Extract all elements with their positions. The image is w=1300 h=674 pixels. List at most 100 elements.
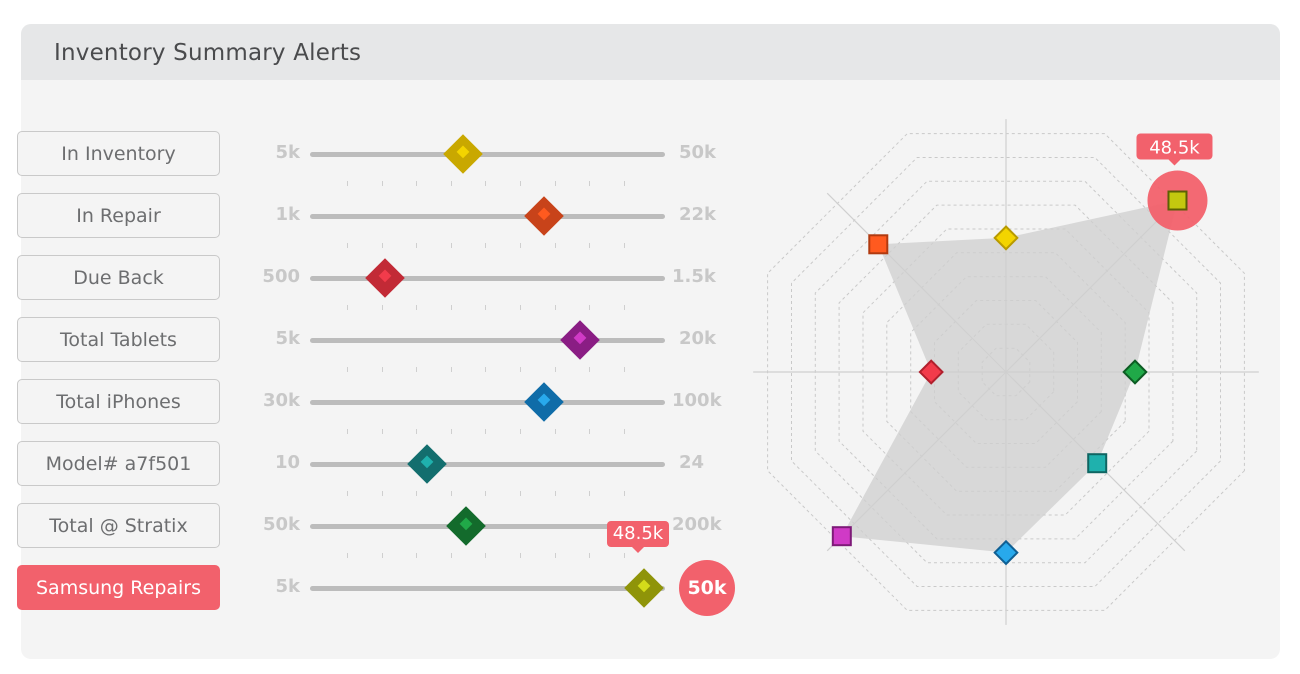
slider-tick — [520, 491, 521, 496]
slider-min-total-tablets: 5k — [275, 328, 301, 349]
slider-max-total-tablets: 20k — [679, 328, 717, 349]
slider-max-in-inventory: 50k — [679, 142, 717, 163]
slider-tick — [554, 367, 556, 372]
slider-track-total-iphones[interactable] — [310, 400, 665, 405]
radar-ring — [814, 180, 1198, 564]
slider-value-tooltip: 48.5k — [606, 521, 670, 553]
label-samsung-repairs[interactable]: Samsung Repairs — [17, 565, 220, 610]
slider-max-due-back: 1.5k — [672, 266, 716, 287]
slider-tick — [589, 305, 591, 310]
label-total-stratix[interactable]: Total @ Stratix — [17, 503, 220, 548]
slider-tick — [520, 181, 521, 186]
slider-tick — [623, 553, 625, 558]
slider-tick — [485, 429, 487, 434]
slider-tick — [589, 553, 591, 558]
slider-tick — [589, 367, 591, 372]
radar-point-total-tablets[interactable] — [831, 526, 852, 547]
slider-tick — [347, 181, 348, 186]
slider-tick — [554, 243, 556, 248]
slider-tick — [347, 243, 348, 248]
slider-tick — [485, 181, 487, 186]
radar-point-samsung-repairs[interactable] — [1167, 190, 1188, 211]
slider-track-model-a7f501[interactable] — [310, 462, 665, 467]
slider-tick — [589, 181, 591, 186]
slider-max-total-stratix: 200k — [672, 514, 722, 535]
label-due-back[interactable]: Due Back — [17, 255, 220, 300]
slider-max-total-iphones: 100k — [672, 390, 722, 411]
slider-min-total-stratix: 50k — [262, 514, 300, 535]
slider-tick — [416, 491, 418, 496]
slider-min-in-repair: 1k — [275, 204, 301, 225]
slider-min-samsung-repairs: 5k — [275, 576, 301, 597]
radar-ring — [838, 204, 1174, 540]
slider-track-due-back[interactable] — [310, 276, 665, 281]
slider-tick — [416, 367, 418, 372]
slider-tick — [381, 491, 383, 496]
slider-min-in-inventory: 5k — [275, 142, 301, 163]
slider-tick — [520, 429, 521, 434]
slider-track-in-repair[interactable] — [310, 214, 665, 219]
slider-tick — [623, 181, 625, 186]
slider-tick — [450, 305, 452, 310]
slider-tick — [381, 305, 383, 310]
slider-max-model-a7f501: 24 — [679, 452, 705, 473]
slider-tick — [381, 243, 383, 248]
slider-tick — [416, 305, 418, 310]
slider-min-total-iphones: 30k — [262, 390, 300, 411]
slider-tick — [416, 553, 418, 558]
slider-tick — [623, 243, 625, 248]
slider-tick — [347, 429, 348, 434]
slider-tick — [554, 553, 556, 558]
slider-tick — [450, 181, 452, 186]
label-model-a7f501[interactable]: Model# a7f501 — [17, 441, 220, 486]
slider-tick — [416, 181, 418, 186]
slider-min-model-a7f501: 10 — [274, 452, 300, 473]
radar-point-total-stratix[interactable] — [1122, 359, 1148, 385]
label-total-tablets[interactable]: Total Tablets — [17, 317, 220, 362]
slider-tick — [623, 491, 625, 496]
slider-tick — [589, 429, 591, 434]
radar-ring — [767, 133, 1245, 611]
slider-track-total-stratix[interactable] — [310, 524, 665, 529]
slider-tick — [485, 553, 487, 558]
slider-min-due-back: 500 — [262, 266, 300, 287]
label-in-repair[interactable]: In Repair — [17, 193, 220, 238]
slider-tick — [416, 243, 418, 248]
slider-tick — [554, 491, 556, 496]
radar-point-total-iphones[interactable] — [993, 539, 1019, 566]
slider-max-badge: 50k — [679, 560, 735, 616]
slider-tick — [485, 491, 487, 496]
radar-point-model-a7f501[interactable] — [1087, 453, 1108, 474]
slider-tick — [450, 491, 452, 496]
slider-tick — [381, 429, 383, 434]
slider-tick — [623, 305, 625, 310]
label-in-inventory[interactable]: In Inventory — [17, 131, 220, 176]
slider-tick — [347, 305, 348, 310]
slider-tick — [520, 553, 521, 558]
card-header: Inventory Summary Alerts — [21, 24, 1280, 80]
slider-tick — [381, 181, 383, 186]
slider-tick — [450, 553, 452, 558]
slider-tick — [554, 181, 556, 186]
slider-tick — [381, 553, 383, 558]
slider-track-total-tablets[interactable] — [310, 338, 665, 343]
radar-tooltip: 48.5k — [1136, 133, 1213, 166]
slider-track-samsung-repairs[interactable] — [310, 586, 665, 591]
label-total-iphones[interactable]: Total iPhones — [17, 379, 220, 424]
slider-tick — [347, 553, 348, 558]
slider-tick — [589, 243, 591, 248]
radar-tooltip-text: 48.5k — [1149, 138, 1200, 159]
slider-track-in-inventory[interactable] — [310, 152, 665, 157]
slider-tick — [485, 243, 487, 248]
radar-ring — [791, 157, 1221, 587]
radar-point-due-back[interactable] — [918, 359, 944, 385]
slider-tick — [520, 367, 521, 372]
slider-tick — [347, 367, 348, 372]
radar-point-in-repair[interactable] — [868, 234, 889, 255]
slider-tick — [520, 305, 521, 310]
slider-tick — [485, 367, 487, 372]
radar-point-in-inventory[interactable] — [993, 225, 1019, 251]
slider-tick — [589, 491, 591, 496]
slider-tick — [485, 305, 487, 310]
